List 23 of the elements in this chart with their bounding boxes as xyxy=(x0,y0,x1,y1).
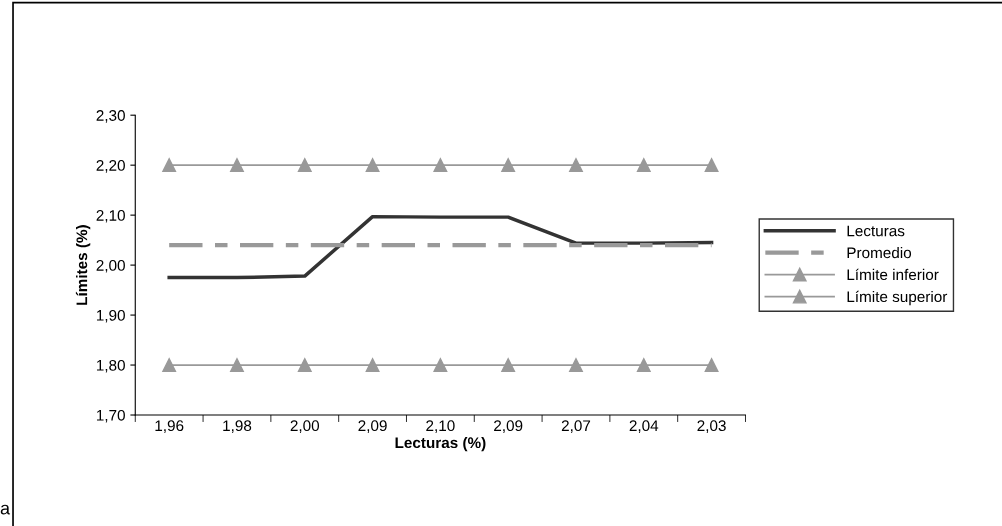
y-tick-label: 1,80 xyxy=(96,359,125,373)
legend-label: Límite superior xyxy=(847,290,948,306)
legend-label: Lecturas xyxy=(847,225,905,237)
x-tick-label: 2,09 xyxy=(358,420,387,433)
y-tick-label: 2,30 xyxy=(96,110,125,123)
legend-label: Límite inferior xyxy=(847,268,939,281)
x-tick-label: 1,98 xyxy=(223,420,252,433)
y-tick-label: 1,90 xyxy=(96,309,125,323)
x-tick-label: 2,03 xyxy=(697,420,726,433)
x-tick-label: 1,96 xyxy=(155,420,184,433)
y-tick-label: 1,70 xyxy=(96,409,125,423)
x-axis-title: Lecturas (%) xyxy=(395,436,486,452)
x-tick-label: 2,07 xyxy=(561,420,591,433)
x-tick-label: 2,04 xyxy=(629,420,659,433)
x-tick-label: 2,09 xyxy=(494,420,523,433)
x-tick-label: 2,00 xyxy=(290,420,320,433)
x-tick-label: 2,10 xyxy=(426,420,455,433)
y-tick-label: 2,10 xyxy=(96,210,125,223)
text: a xyxy=(0,504,11,515)
y-tick-label: 2,00 xyxy=(96,259,125,273)
y-axis-title: Límites (%) xyxy=(75,225,91,305)
y-tick-label: 2,20 xyxy=(96,160,125,173)
legend-label: Promedio xyxy=(847,246,912,259)
